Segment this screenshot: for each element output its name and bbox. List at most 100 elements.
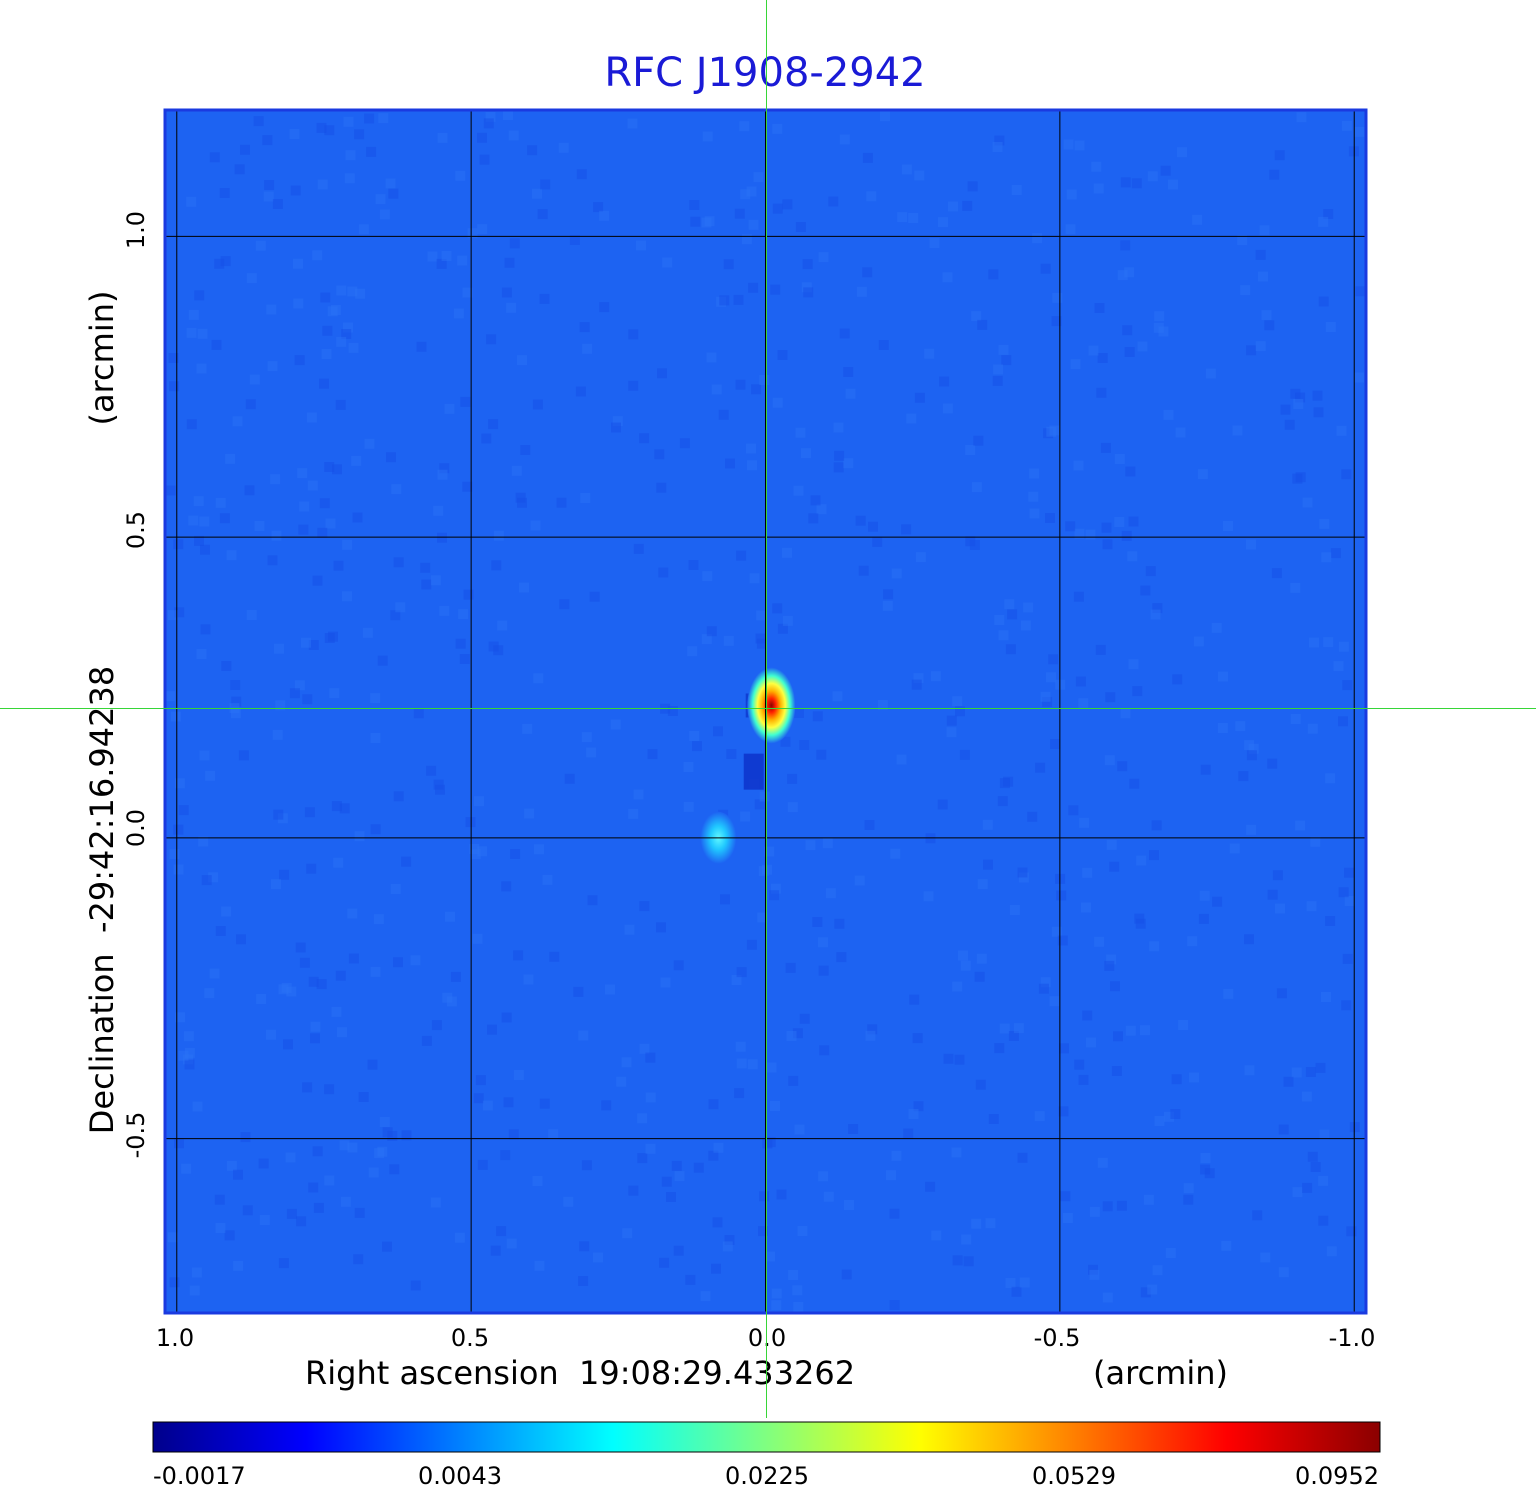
noise-pixel xyxy=(795,222,806,232)
noise-pixel xyxy=(1005,1278,1016,1288)
noise-pixel xyxy=(777,623,788,634)
noise-pixel xyxy=(841,1269,852,1280)
noise-pixel xyxy=(939,376,950,387)
noise-pixel xyxy=(382,1241,392,1252)
noise-pixel xyxy=(822,838,833,849)
noise-pixel xyxy=(1319,518,1330,529)
noise-pixel xyxy=(734,1088,745,1099)
noise-pixel xyxy=(186,196,197,207)
noise-pixel xyxy=(582,343,593,354)
noise-pixel xyxy=(1065,521,1076,532)
noise-pixel xyxy=(410,1280,421,1291)
noise-pixel xyxy=(289,129,300,139)
noise-pixel xyxy=(1106,839,1117,850)
noise-pixel xyxy=(319,498,330,509)
noise-pixel xyxy=(708,1150,719,1161)
noise-pixel xyxy=(1086,1037,1096,1048)
noise-pixel xyxy=(704,216,715,227)
noise-pixel xyxy=(178,1050,189,1061)
noise-pixel xyxy=(1040,691,1051,702)
noise-pixel xyxy=(488,641,499,652)
noise-pixel xyxy=(196,649,207,659)
noise-pixel xyxy=(308,976,319,987)
noise-pixel xyxy=(756,638,767,649)
noise-pixel xyxy=(679,438,690,449)
noise-pixel xyxy=(658,567,669,578)
noise-pixel xyxy=(736,550,747,561)
x-axis-unit: (arcmin) xyxy=(1093,1354,1228,1392)
noise-pixel xyxy=(312,575,323,586)
noise-pixel xyxy=(805,840,816,851)
noise-pixel xyxy=(1113,1031,1123,1042)
noise-pixel xyxy=(862,152,873,163)
noise-pixel xyxy=(833,422,844,433)
noise-pixel xyxy=(1302,1182,1313,1193)
noise-pixel xyxy=(186,327,197,338)
noise-pixel xyxy=(1007,609,1018,620)
noise-pixel xyxy=(747,460,757,471)
noise-pixel xyxy=(621,1057,632,1068)
noise-pixel xyxy=(901,164,912,175)
noise-pixel xyxy=(1132,686,1143,697)
noise-pixel xyxy=(204,988,215,999)
noise-pixel xyxy=(581,732,592,743)
noise-pixel xyxy=(487,1024,497,1035)
noise-pixel xyxy=(317,179,328,190)
noise-pixel xyxy=(273,809,284,820)
noise-pixel xyxy=(1238,771,1249,782)
noise-pixel xyxy=(306,863,317,874)
noise-pixel xyxy=(264,180,275,190)
noise-pixel xyxy=(537,209,548,220)
noise-pixel xyxy=(952,981,963,992)
noise-pixel xyxy=(506,302,517,313)
noise-pixel xyxy=(302,694,313,705)
noise-pixel xyxy=(542,874,553,885)
noise-pixel xyxy=(786,1031,797,1041)
noise-pixel xyxy=(1019,1277,1030,1288)
noise-pixel xyxy=(401,856,412,867)
noise-pixel xyxy=(589,591,600,602)
noise-pixel xyxy=(725,458,735,469)
noise-pixel xyxy=(731,975,742,985)
noise-pixel xyxy=(914,392,925,403)
noise-pixel xyxy=(352,512,363,523)
noise-pixel xyxy=(430,1197,441,1208)
noise-pixel xyxy=(1088,345,1099,356)
noise-pixel xyxy=(457,255,468,266)
noise-pixel xyxy=(782,615,793,626)
noise-pixel xyxy=(1032,233,1043,244)
noise-pixel xyxy=(342,539,353,550)
noise-pixel xyxy=(224,1230,235,1241)
noise-pixel xyxy=(601,1100,612,1111)
noise-pixel xyxy=(1140,585,1151,596)
noise-pixel xyxy=(862,267,873,278)
noise-pixel xyxy=(659,1257,670,1268)
noise-pixel xyxy=(1050,739,1061,750)
noise-pixel xyxy=(858,565,869,576)
noise-pixel xyxy=(937,799,948,810)
noise-pixel xyxy=(240,144,250,155)
noise-pixel xyxy=(1046,672,1056,683)
noise-pixel xyxy=(718,409,729,420)
noise-pixel xyxy=(1319,1129,1330,1140)
noise-pixel xyxy=(839,328,850,339)
noise-pixel xyxy=(1342,953,1353,964)
noise-pixel xyxy=(1120,177,1131,188)
noise-pixel xyxy=(1140,1287,1151,1298)
noise-pixel xyxy=(1187,936,1198,947)
noise-pixel xyxy=(569,235,580,245)
noise-pixel xyxy=(211,339,222,350)
noise-pixel xyxy=(1136,855,1147,866)
noise-pixel xyxy=(1275,903,1285,914)
noise-pixel xyxy=(354,129,365,140)
noise-pixel xyxy=(890,848,901,859)
noise-pixel xyxy=(749,573,760,584)
noise-pixel xyxy=(1321,992,1331,1002)
noise-pixel xyxy=(1325,773,1336,784)
noise-pixel xyxy=(723,259,734,270)
noise-pixel xyxy=(961,1234,972,1245)
noise-pixel xyxy=(971,1218,982,1229)
noise-pixel xyxy=(337,1027,347,1038)
noise-pixel xyxy=(833,462,844,473)
